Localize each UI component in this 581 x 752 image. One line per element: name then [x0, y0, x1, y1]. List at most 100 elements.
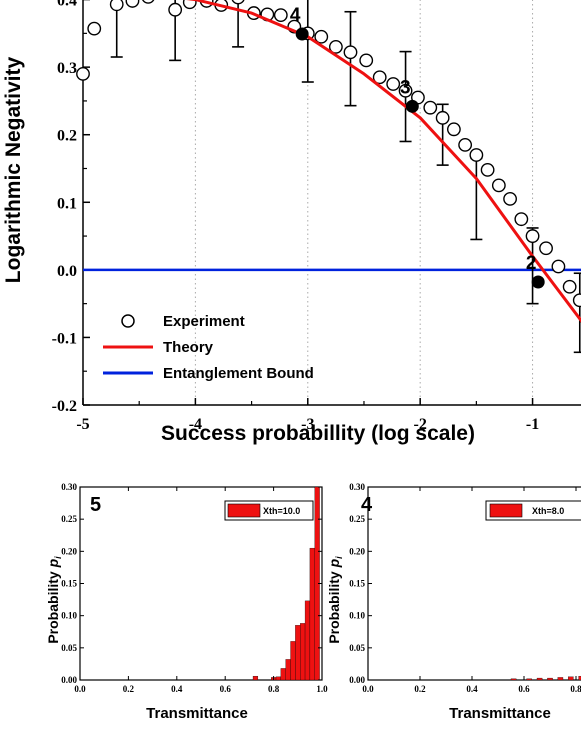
- experiment-point: [398, 83, 413, 98]
- hist-y-tick-label: 0.20: [349, 546, 365, 556]
- experiment-point: [273, 8, 288, 23]
- legend-bound-label: Entanglement Bound: [163, 365, 314, 382]
- hist-y-tick-label: 0.25: [349, 514, 365, 524]
- experiment-point: [469, 148, 484, 162]
- hist-5-legend-label: Xth=10.0: [263, 506, 300, 516]
- hist-y-tick-label: 0.25: [61, 514, 77, 524]
- hist-bar: [285, 659, 291, 681]
- hist-bar: [304, 600, 311, 681]
- y-tick-label: -0.2: [52, 398, 77, 415]
- experiment-point: [480, 162, 495, 177]
- experiment-point: [182, 0, 197, 10]
- highlighted-point: [405, 99, 419, 113]
- experiment-point: [423, 100, 438, 115]
- hist-x-tick-label: 0.8: [570, 684, 581, 694]
- y-tick-label: 0.4: [57, 0, 77, 10]
- hist-x-tick-label: 0.8: [268, 684, 280, 694]
- x-tick-label: -5: [76, 416, 89, 433]
- y-tick-label: 0.2: [57, 128, 77, 145]
- hist-y-tick-label: 0.10: [349, 611, 365, 621]
- panel-4-label: 4: [361, 494, 373, 516]
- main-x-axis-label: Success probabillity (log scale): [161, 422, 475, 445]
- hist-y-tick-label: 0.05: [61, 643, 77, 653]
- hist-x-tick-label: 0.6: [220, 684, 232, 694]
- hist-x-tick-label: 0.2: [123, 684, 135, 694]
- hist-x-tick-label: 1.0: [316, 684, 328, 694]
- hist-x-tick-label: 0.4: [466, 684, 478, 694]
- hist-bar: [578, 675, 581, 681]
- x-tick-label: -1: [526, 416, 539, 433]
- experiment-point: [572, 293, 581, 308]
- main-plot: -0.2-0.10.00.10.20.30.40.5-5-4-3-2-15432: [52, 0, 581, 433]
- hist-y-tick-label: 0.00: [349, 675, 365, 685]
- hist-x-tick-label: 0.4: [171, 684, 183, 694]
- highlighted-point-label: 2: [526, 253, 537, 274]
- highlighted-point: [531, 275, 545, 289]
- panel-5-label: 5: [90, 494, 101, 516]
- experiment-point: [231, 0, 245, 5]
- hist-4-x-axis-label: Transmittance: [449, 705, 551, 722]
- experiment-point: [435, 110, 450, 125]
- hist-4-legend-swatch: [489, 503, 523, 518]
- hist-bar: [309, 547, 315, 681]
- hist-y-tick-label: 0.00: [61, 675, 77, 685]
- hist-5-y-axis-label: Probability pi: [45, 556, 63, 644]
- hist-y-tick-label: 0.15: [61, 579, 77, 589]
- experiment-point: [168, 2, 183, 17]
- x-tick-label: -2: [414, 416, 427, 433]
- hist-x-tick-label: 0.2: [414, 684, 426, 694]
- y-tick-label: 0.3: [57, 60, 77, 77]
- hist-x-tick-label: 0.6: [518, 684, 530, 694]
- hist-y-tick-label: 0.20: [61, 546, 77, 556]
- experiment-point: [328, 39, 343, 54]
- hist-bar: [557, 677, 564, 681]
- highlighted-point-label: 4: [290, 5, 301, 26]
- main-legend: Experiment Theory Entanglement Bound: [103, 313, 314, 382]
- experiment-point: [343, 45, 358, 60]
- hist-y-tick-label: 0.15: [349, 579, 365, 589]
- experiment-point: [125, 0, 140, 8]
- hist-y-tick-label: 0.10: [61, 611, 77, 621]
- hist-bar: [290, 641, 296, 681]
- experiment-point: [491, 178, 506, 193]
- hist-bar: [536, 677, 543, 681]
- hist-bar: [295, 625, 301, 681]
- hist-4-legend-label: Xth=8.0: [532, 506, 564, 516]
- hist-5-legend-swatch: [227, 503, 261, 518]
- histogram-panel-5: 0.00 0.05 0.10 0.15 0.20 0.25 0.30 0.0 0.2 0.4 0.6…: [61, 482, 328, 694]
- experiment-point: [109, 0, 124, 12]
- x-tick-label: -4: [189, 416, 202, 433]
- hist-bar: [547, 677, 553, 681]
- hist-bar: [280, 668, 286, 681]
- experiment-point: [525, 229, 540, 243]
- highlighted-point-label: 3: [400, 77, 411, 98]
- hist-bar: [275, 676, 282, 681]
- experiment-point: [87, 21, 102, 36]
- experiment-point: [514, 212, 529, 227]
- hist-4-y-axis-label: Probability pi: [326, 556, 344, 644]
- hist-y-tick-label: 0.30: [349, 482, 365, 492]
- main-y-axis-label: Logarithmic Negativity: [2, 56, 25, 283]
- hist-y-tick-label: 0.30: [61, 482, 77, 492]
- experiment-point: [551, 259, 566, 274]
- experiment-point: [562, 279, 577, 294]
- legend-experiment-label: Experiment: [163, 313, 245, 330]
- experiment-point: [386, 77, 401, 91]
- experiment-point: [503, 192, 517, 206]
- hist-5-x-axis-label: Transmittance: [146, 705, 248, 722]
- hist-4-legend: Xth=8.0: [485, 500, 581, 521]
- hist-bar: [252, 675, 259, 681]
- hist-x-tick-label: 0.0: [362, 684, 374, 694]
- hist-x-tick-label: 0.0: [74, 684, 86, 694]
- experiment-point: [372, 70, 387, 85]
- y-tick-label: -0.1: [52, 330, 77, 347]
- legend-theory-label: Theory: [163, 339, 214, 356]
- hist-bar: [568, 676, 574, 681]
- experiment-point: [458, 137, 473, 152]
- highlighted-point: [295, 27, 309, 41]
- experiment-point: [142, 0, 155, 4]
- experiment-point: [446, 122, 461, 137]
- legend-experiment-marker: [121, 314, 135, 328]
- x-tick-label: -3: [301, 416, 314, 433]
